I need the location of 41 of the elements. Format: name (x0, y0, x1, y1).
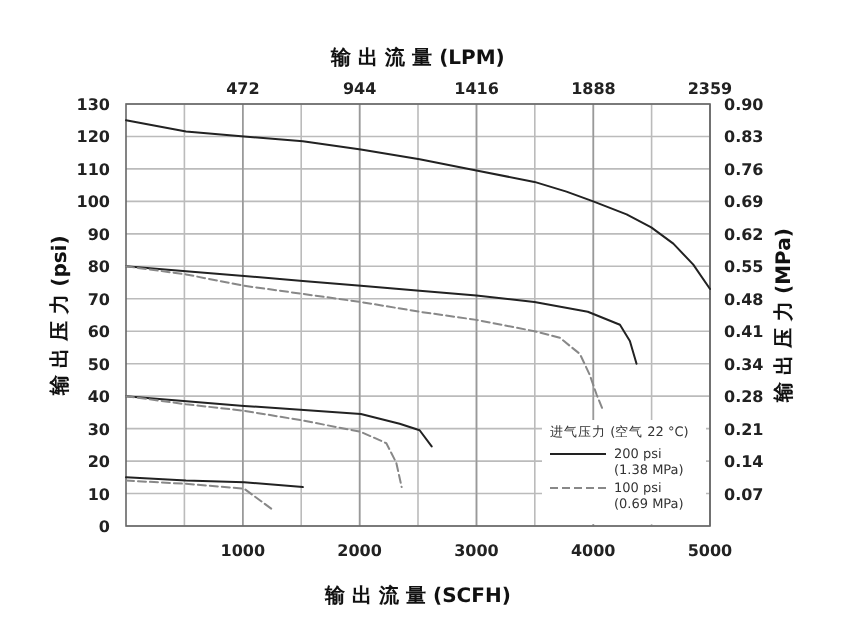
x2-axis-title: 输 出 流 量 (LPM) (329, 46, 505, 70)
y2-tick-label: 0.14 (724, 453, 765, 472)
x-tick-label: 4000 (570, 542, 617, 560)
y-tick-label: 90 (87, 225, 111, 244)
y-tick-label: 60 (87, 323, 111, 342)
y2-tick-label: 0.41 (724, 323, 765, 342)
y-tick-label: 120 (76, 128, 111, 147)
x2-tick-label: 2359 (687, 80, 734, 98)
x2-tick-label: 1888 (571, 80, 617, 98)
y2-tick-label: 0.90 (724, 96, 765, 114)
x-axis-title: 输 出 流 量 (SCFH) (323, 584, 511, 608)
y2-tick-label: 0.07 (724, 485, 764, 504)
y2-axis-title: 输 出 压 力 (MPa) (772, 228, 796, 404)
y2-tick-label: 0.21 (724, 420, 765, 439)
y2-tick-label: 0.55 (724, 258, 765, 277)
x-tick-label: 5000 (687, 542, 734, 560)
y2-tick-label: 0.76 (724, 160, 765, 179)
x2-tick-label: 944 (343, 80, 378, 98)
y-tick-label: 80 (87, 258, 111, 277)
x-tick-label: 1000 (220, 542, 266, 560)
y-tick-label: 70 (87, 290, 111, 309)
y2-tick-label: 0.83 (724, 128, 764, 147)
y-tick-label: 40 (87, 388, 111, 407)
y-tick-label: 110 (76, 160, 111, 179)
x2-tick-label: 1416 (454, 80, 500, 98)
y2-tick-label: 0.69 (724, 193, 765, 212)
y-tick-label: 10 (87, 485, 111, 504)
y-tick-label: 0 (98, 518, 111, 536)
y-tick-label: 30 (87, 420, 111, 439)
x-tick-label: 3000 (454, 542, 500, 560)
y-tick-label: 50 (87, 355, 111, 374)
y2-tick-label: 0.62 (724, 225, 764, 244)
y2-tick-label: 0.34 (724, 355, 765, 374)
y-axis-title: 输 出 压 力 (psi) (48, 235, 72, 397)
y-tick-label: 20 (87, 453, 111, 472)
x2-tick-label: 472 (226, 80, 260, 98)
y2-tick-label: 0.28 (724, 388, 765, 407)
x-tick-label: 2000 (337, 542, 383, 560)
y-tick-label: 130 (76, 96, 111, 114)
y-tick-label: 100 (76, 193, 111, 212)
y2-tick-label: 0.48 (724, 290, 765, 309)
